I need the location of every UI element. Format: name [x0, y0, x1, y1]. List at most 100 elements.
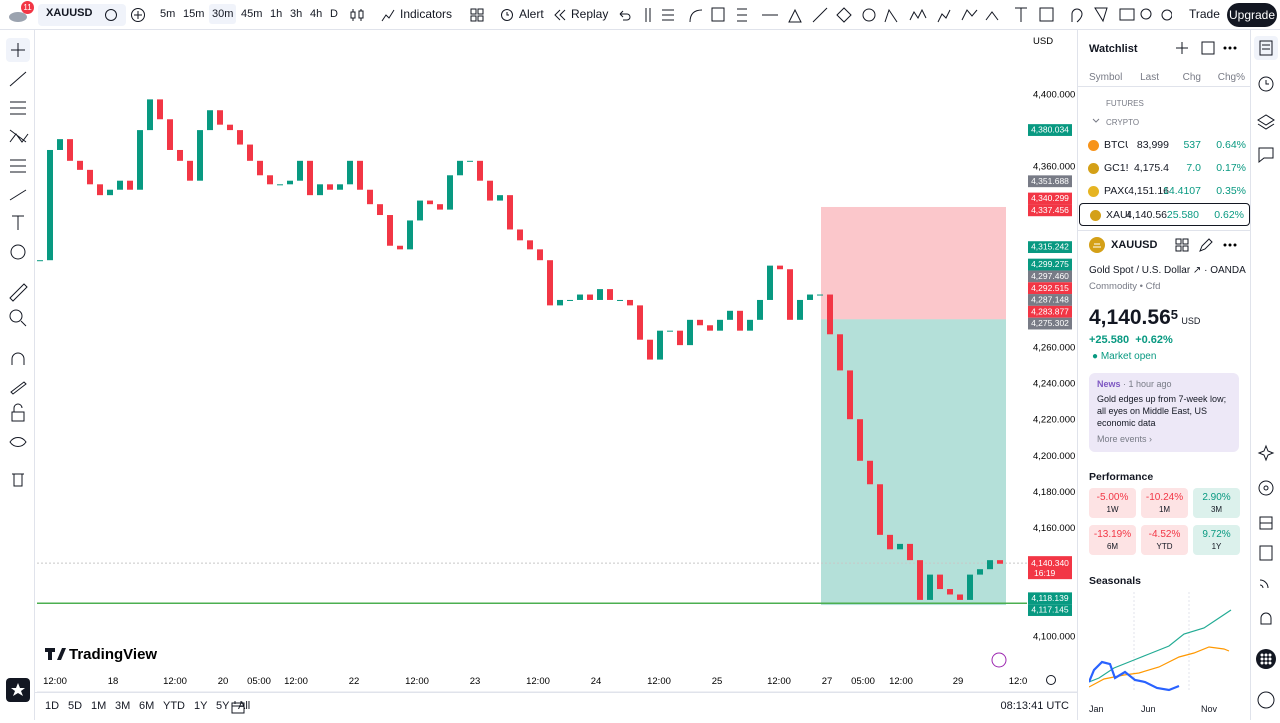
symbol-logo: [1090, 210, 1101, 221]
symbol[interactable]: BTCUSD: [1104, 139, 1128, 151]
y-tick-label: 4,200.000: [1033, 451, 1075, 462]
performance-cell[interactable]: -5.00% 1W: [1089, 488, 1136, 518]
performance-cell[interactable]: -4.52% YTD: [1141, 525, 1188, 555]
columns: Symbol Last Chg Chg%: [1078, 72, 1251, 86]
alert-icon[interactable]: [499, 6, 515, 22]
watchlist-title[interactable]: Watchlist: [1089, 43, 1138, 55]
column-header[interactable]: Symbol: [1089, 72, 1123, 83]
chart-style[interactable]: [349, 7, 365, 23]
interval-button[interactable]: 3h: [290, 8, 303, 20]
range-button[interactable]: 6M: [139, 700, 155, 712]
price-label: 4,292.515: [1031, 283, 1069, 293]
change: 7.0: [1186, 162, 1201, 174]
performance-period: 3M: [1210, 505, 1223, 514]
symbol[interactable]: XAUUSD: [46, 7, 93, 19]
y-tick-label: 4,220.000: [1033, 415, 1075, 426]
status: Market open: [1100, 351, 1157, 362]
candle: [497, 195, 503, 201]
price-label: 4,315.242: [1031, 242, 1069, 252]
icons[interactable]: [1140, 6, 1172, 24]
trade-button[interactable]: Trade: [1189, 7, 1220, 21]
side-icons[interactable]: [1251, 30, 1280, 720]
right-strip: [1250, 30, 1280, 720]
news-headline[interactable]: Gold edges up from 7-week low; all eyes …: [1097, 394, 1227, 428]
range-button[interactable]: 5Y: [216, 700, 230, 712]
currency: USD: [1033, 36, 1053, 47]
templates[interactable]: [469, 7, 485, 23]
watchlist-row[interactable]: BTCUSD 83,999 537 0.64%: [1078, 134, 1251, 157]
interval-button[interactable]: 4h: [310, 8, 323, 20]
candle: [747, 319, 753, 331]
news-more[interactable]: More events ›: [1097, 434, 1153, 444]
watchlist-row[interactable]: GC1! 4,175.4 7.0 0.17%: [1078, 157, 1251, 180]
price: 4,140.56: [1089, 306, 1171, 329]
watchlist-actions[interactable]: [1174, 40, 1246, 56]
month-label: Jun: [1141, 704, 1156, 714]
goto-date[interactable]: [230, 699, 246, 715]
chevron[interactable]: [1091, 116, 1101, 126]
candle: [907, 543, 913, 561]
drawing-toolbar[interactable]: [640, 0, 1140, 30]
range-button[interactable]: 3M: [115, 700, 131, 712]
replay-button[interactable]: Replay: [571, 7, 609, 21]
range-button[interactable]: 1M: [91, 700, 107, 712]
price-label-box: [1028, 192, 1072, 205]
candle: [657, 330, 663, 360]
interval-button[interactable]: 15m: [183, 8, 205, 20]
interval-button[interactable]: 5m: [160, 8, 176, 20]
price-label-box: [1028, 270, 1072, 283]
candle: [437, 204, 443, 210]
column-header[interactable]: Last: [1140, 72, 1159, 83]
interval-button[interactable]: D: [330, 8, 338, 20]
indicators-button[interactable]: Indicators: [400, 7, 453, 21]
group-label[interactable]: CRYPTO: [1106, 118, 1140, 127]
price-label: 4,380.034: [1031, 125, 1069, 135]
candle: [167, 119, 173, 150]
candle: [407, 220, 413, 250]
candle: [357, 160, 363, 190]
performance-cell[interactable]: 9.72% 1Y: [1193, 525, 1240, 555]
candle: [727, 310, 733, 320]
candle: [257, 160, 263, 176]
symbol[interactable]: XAUUSD: [1106, 209, 1130, 221]
x-tick-label: 12:00: [163, 676, 187, 687]
candle: [367, 189, 373, 205]
symbol[interactable]: PAXG: [1104, 185, 1128, 197]
detail-actions[interactable]: [1174, 237, 1246, 253]
indicators-icon[interactable]: [380, 7, 396, 23]
column-header[interactable]: Chg%: [1217, 72, 1245, 83]
upgrade-button[interactable]: Upgrade: [1227, 3, 1277, 27]
add-symbol[interactable]: [130, 7, 146, 23]
range-button[interactable]: 1D: [45, 700, 60, 712]
interval-button[interactable]: 30m: [209, 4, 237, 24]
performance-cell[interactable]: 2.90% 3M: [1193, 488, 1240, 518]
performance-cell[interactable]: -10.24% 1M: [1141, 488, 1188, 518]
drawing-tools[interactable]: [0, 30, 35, 720]
symbol-search[interactable]: [38, 4, 126, 26]
range-button[interactable]: 1Y: [194, 700, 208, 712]
group-label[interactable]: FUTURES: [1106, 99, 1144, 106]
column-header[interactable]: Chg: [1182, 72, 1201, 83]
alert-button[interactable]: Alert: [519, 7, 544, 21]
performance-cell[interactable]: -13.19% 6M: [1089, 525, 1136, 555]
badge: 11: [21, 1, 34, 14]
candle: [837, 334, 843, 371]
range-button[interactable]: 5D: [68, 700, 83, 712]
candle: [627, 299, 633, 306]
candle: [877, 484, 883, 535]
price-label: 4,275.302: [1031, 318, 1069, 328]
icon[interactable]: [104, 8, 118, 22]
range-button[interactable]: YTD: [163, 700, 185, 712]
candle: [547, 260, 553, 306]
avatar[interactable]: [8, 6, 30, 24]
candle: [787, 269, 793, 320]
interval-button[interactable]: 45m: [241, 8, 263, 20]
news-card[interactable]: News · 1 hour ago Gold edges up from 7-w…: [1089, 373, 1239, 452]
candle: [307, 160, 313, 196]
undo[interactable]: [617, 8, 631, 22]
replay-icon[interactable]: [553, 8, 567, 22]
interval-button[interactable]: 1h: [270, 8, 283, 20]
symbol[interactable]: GC1!: [1104, 162, 1128, 174]
